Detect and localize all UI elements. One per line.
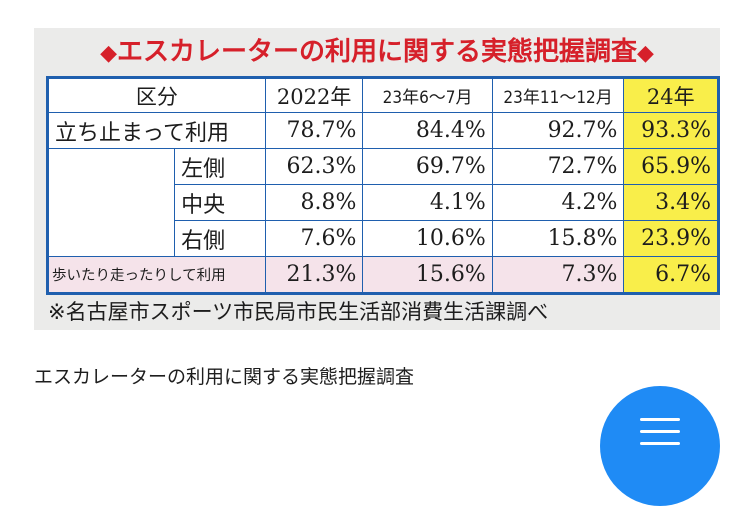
header-23-jun-jul: 23年6～7月 xyxy=(362,77,493,113)
cell-value: 69.7% xyxy=(362,148,493,185)
image-caption: エスカレーターの利用に関する実態把握調査 xyxy=(34,366,415,388)
title-diamond-left-icon: ◆ xyxy=(100,41,117,66)
menu-button[interactable] xyxy=(600,386,720,506)
cell-value: 15.8% xyxy=(491,220,625,257)
indent-cell xyxy=(46,148,176,185)
header-23-nov-dec: 23年11～12月 xyxy=(491,77,625,113)
cell-value: 4.1% xyxy=(362,184,493,221)
cell-value: 78.7% xyxy=(264,112,364,149)
cell-value-highlight: 3.4% xyxy=(623,184,719,221)
cell-value: 21.3% xyxy=(264,256,364,294)
table-row: 右側 7.6% 10.6% 15.8% 23.9% xyxy=(46,220,719,257)
header-2022: 2022年 xyxy=(264,77,364,113)
table-row: 立ち止まって利用 78.7% 84.4% 92.7% 93.3% xyxy=(47,112,719,149)
row-label: 立ち止まって利用 xyxy=(47,112,266,149)
cell-value: 7.3% xyxy=(491,256,625,294)
header-24: 24年 xyxy=(623,77,719,113)
table-row: 歩いたり走ったりして利用 21.3% 15.6% 7.3% 6.7% xyxy=(47,256,719,294)
survey-figure: ◆エスカレーターの利用に関する実態把握調査◆ 区分 2022年 23年6～7月 … xyxy=(34,28,720,330)
table-header-row: 区分 2022年 23年6～7月 23年11～12月 24年 xyxy=(47,77,719,113)
cell-value: 10.6% xyxy=(362,220,493,257)
cell-value-highlight: 23.9% xyxy=(623,220,719,257)
figure-title-text: エスカレーターの利用に関する実態把握調査 xyxy=(116,37,637,67)
title-diamond-right-icon: ◆ xyxy=(637,41,654,66)
cell-value-highlight: 65.9% xyxy=(623,148,719,185)
table-row: 左側 62.3% 69.7% 72.7% 65.9% xyxy=(46,148,719,185)
table-row: 中央 8.8% 4.1% 4.2% 3.4% xyxy=(46,184,719,221)
cell-value: 8.8% xyxy=(264,184,364,221)
header-category: 区分 xyxy=(47,77,266,113)
cell-value-highlight: 6.7% xyxy=(623,256,719,294)
indent-cell xyxy=(46,220,176,257)
cell-value-highlight: 93.3% xyxy=(623,112,719,149)
source-note: ※名古屋市スポーツ市民局市民生活部消費生活課調べ xyxy=(48,300,549,324)
cell-value: 72.7% xyxy=(491,148,625,185)
row-label: 右側 xyxy=(174,220,266,257)
cell-value: 4.2% xyxy=(491,184,625,221)
cell-value: 84.4% xyxy=(362,112,493,149)
row-label: 中央 xyxy=(174,184,266,221)
cell-value: 62.3% xyxy=(264,148,364,185)
cell-value: 15.6% xyxy=(362,256,493,294)
hamburger-menu-icon xyxy=(640,418,680,446)
cell-value: 92.7% xyxy=(491,112,625,149)
survey-table: 区分 2022年 23年6～7月 23年11～12月 24年 立ち止まって利用 … xyxy=(46,76,720,295)
cell-value: 7.6% xyxy=(264,220,364,257)
row-label: 左側 xyxy=(174,148,266,185)
indent-cell xyxy=(46,184,176,221)
figure-title: ◆エスカレーターの利用に関する実態把握調査◆ xyxy=(34,32,720,72)
row-label: 歩いたり走ったりして利用 xyxy=(47,256,266,294)
